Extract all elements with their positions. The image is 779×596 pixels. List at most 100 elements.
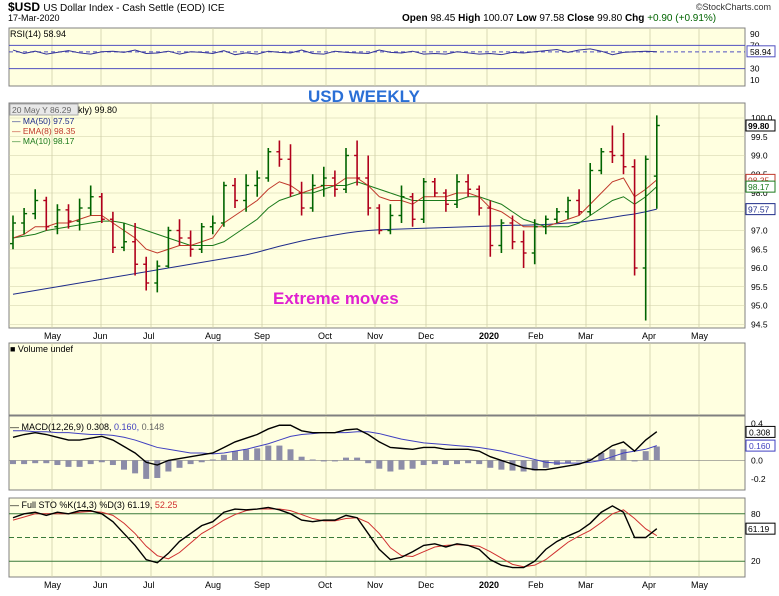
- macd-hist-bar: [520, 460, 527, 472]
- price-legend-line: kly) 99.80: [78, 105, 117, 115]
- macd-hist-bar: [243, 449, 250, 461]
- price-tick-label: 100.0: [751, 113, 773, 123]
- macd-hist-bar: [509, 460, 516, 471]
- macd-hist-bar: [631, 460, 638, 462]
- price-tick-label: 96.5: [751, 244, 768, 254]
- macd-line: [12, 424, 658, 471]
- month-label-top: 2020: [479, 331, 499, 341]
- month-label-bottom: Dec: [418, 580, 435, 590]
- month-label-bottom: Sep: [254, 580, 270, 590]
- macd-hist-bar: [298, 456, 305, 461]
- open-label: Open: [402, 13, 428, 24]
- macd-hist-bar: [21, 460, 28, 465]
- macd-hist-bar: [387, 460, 394, 472]
- macd-hist-bar: [542, 460, 549, 468]
- sto-d-line: [12, 508, 658, 568]
- month-label-bottom: Apr: [642, 580, 656, 590]
- symbol-description: US Dollar Index - Cash Settle (EOD) ICE: [43, 3, 225, 14]
- macd-hist-bar: [154, 460, 161, 478]
- rsi-line: [12, 48, 657, 56]
- sto-tick-label: 20: [751, 556, 761, 566]
- high-label: High: [458, 13, 481, 24]
- chart-date: 17-Mar-2020: [8, 13, 60, 23]
- month-label-bottom: Aug: [205, 580, 221, 590]
- month-label-top: Sep: [254, 331, 270, 341]
- macd-tick-label: 0.308: [749, 427, 771, 437]
- macd-hist-bar: [165, 460, 172, 472]
- macd-hist-bar: [198, 460, 205, 463]
- stockcharts-brand: ©StockCharts.com: [695, 2, 771, 12]
- open-value: 98.45: [430, 13, 456, 24]
- macd-hist-bar: [187, 460, 194, 465]
- month-label-top: Apr: [642, 331, 656, 341]
- low-label: Low: [516, 13, 537, 24]
- last-price-badge-box: [745, 119, 776, 132]
- chg-value: +0.90 (+0.91%): [647, 13, 717, 24]
- month-label-bottom: Jun: [93, 580, 108, 590]
- rsi-value-badge: [746, 45, 776, 58]
- macd-hist-bar: [32, 460, 39, 464]
- macd-value-badge: [745, 439, 776, 452]
- panel-rsi: [8, 27, 746, 87]
- volume-label: ■ Volume undef: [10, 344, 73, 354]
- annotation-extreme-moves: Extreme moves: [273, 289, 399, 308]
- macd-hist-bar: [143, 460, 150, 479]
- rsi-tick-label: 10: [750, 75, 760, 85]
- macd-hist-bar: [376, 460, 383, 469]
- sto-tick-label: 61.19: [748, 524, 770, 534]
- rsi-tick-label: 30: [750, 64, 760, 74]
- macd-hist-bar: [587, 458, 594, 461]
- ma50-legend: — MA(50) 97.57: [12, 116, 75, 126]
- price-tick-label: 99.0: [751, 151, 768, 161]
- price-tick-label: 97.0: [751, 226, 768, 236]
- month-label-bottom: 2020: [479, 580, 499, 590]
- symbol: $USD: [8, 0, 41, 14]
- macd-hist-bar: [365, 460, 372, 464]
- rsi-label: RSI(14) 58.94: [10, 29, 66, 39]
- price-tick-label: 98.0: [751, 188, 768, 198]
- panel-vol: [8, 342, 746, 416]
- macd-label: — MACD(12,26,9) 0.308, 0.160, 0.148: [10, 422, 164, 432]
- macd-hist-bar: [65, 460, 72, 467]
- month-label-bottom: Mar: [578, 580, 594, 590]
- rsi-tick-label: 58.94: [750, 47, 772, 57]
- sto-value-badge: [745, 522, 776, 535]
- macd-tick-label: 0.0: [751, 455, 763, 465]
- price-tick-label: 95.0: [751, 301, 768, 311]
- macd-hist-bar: [76, 460, 83, 467]
- month-label-bottom: Jul: [143, 580, 155, 590]
- month-label-top: Mar: [578, 331, 594, 341]
- month-label-top: Oct: [318, 331, 333, 341]
- month-label-top: Aug: [205, 331, 221, 341]
- macd-hist-bar: [121, 460, 127, 470]
- macd-hist-bar: [609, 449, 616, 461]
- macd-hist-bar: [653, 446, 660, 461]
- macd-hist-bar: [476, 460, 483, 465]
- macd-hist-bar: [176, 460, 183, 468]
- ma10-legend: — MA(10) 98.17: [12, 136, 75, 146]
- macd-hist-bar: [420, 460, 427, 466]
- macd-hist-bar: [309, 459, 316, 461]
- macd-hist-bar: [320, 460, 327, 462]
- macd-hist-bar: [431, 460, 438, 465]
- macd-hist-bar: [565, 460, 571, 464]
- high-value: 100.07: [483, 13, 514, 24]
- macd-hist-bar: [98, 460, 105, 463]
- macd-hist-bar: [254, 448, 261, 461]
- last-price-badge: 99.80: [748, 121, 770, 131]
- macd-hist-bar: [598, 453, 605, 461]
- macd-hist-bar: [343, 457, 349, 461]
- ma50-badge: 97.57: [748, 205, 770, 215]
- month-label-bottom: Oct: [318, 580, 333, 590]
- macd-hist-bar: [531, 460, 538, 471]
- symbol-title: $USD US Dollar Index - Cash Settle (EOD)…: [8, 0, 225, 14]
- chg-label: Chg: [624, 13, 645, 24]
- macd-hist-bar: [209, 459, 216, 461]
- macd-hist-bar: [498, 460, 505, 470]
- close-label: Close: [567, 13, 595, 24]
- price-hover-label: 20 May Y 86.29: [12, 105, 72, 115]
- macd-tick-label: 0.4: [751, 418, 763, 428]
- macd-tick-label: -0.2: [751, 474, 766, 484]
- macd-hist-bar: [10, 460, 16, 465]
